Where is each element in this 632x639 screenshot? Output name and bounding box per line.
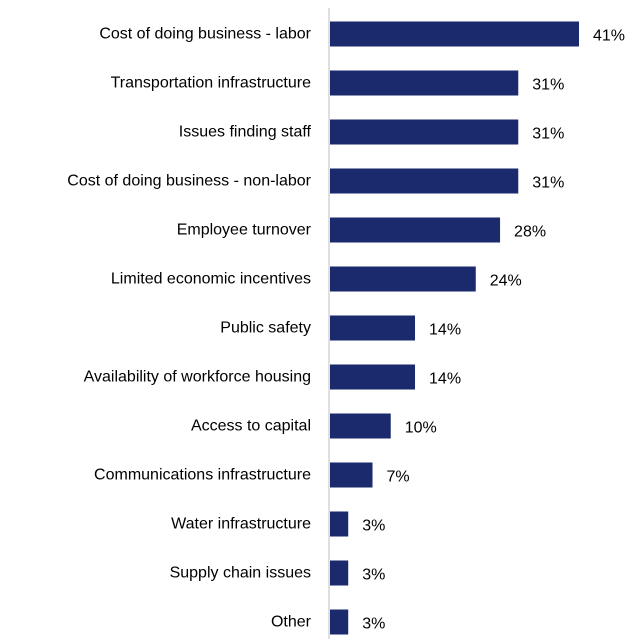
value-label: 31%	[532, 175, 564, 192]
category-label: Cost of doing business - non-labor	[67, 173, 311, 190]
value-label: 14%	[429, 371, 461, 388]
category-label: Availability of workforce housing	[84, 369, 311, 386]
value-label: 28%	[514, 224, 546, 241]
category-label: Communications infrastructure	[94, 467, 311, 484]
category-label: Other	[271, 614, 312, 631]
value-label: 7%	[387, 469, 410, 486]
value-label: 3%	[362, 518, 385, 535]
bar-5	[330, 266, 476, 292]
category-label: Issues finding staff	[179, 124, 312, 141]
bar-11	[330, 560, 349, 586]
bar-8	[330, 413, 391, 439]
bars-layer	[330, 21, 579, 635]
value-label: 31%	[532, 126, 564, 143]
value-label: 3%	[362, 616, 385, 633]
value-label: 41%	[593, 28, 625, 45]
category-label: Water infrastructure	[171, 516, 311, 533]
category-label: Supply chain issues	[170, 565, 311, 582]
category-label: Cost of doing business - labor	[99, 26, 311, 43]
bar-1	[330, 70, 519, 96]
bar-6	[330, 315, 416, 341]
bar-3	[330, 168, 519, 194]
bar-12	[330, 609, 349, 635]
bar-10	[330, 511, 349, 537]
bar-9	[330, 462, 373, 488]
bar-0	[330, 21, 579, 47]
value-label: 31%	[532, 77, 564, 94]
category-label: Employee turnover	[177, 222, 312, 239]
labels-layer: Cost of doing business - labor 41% Transpo…	[67, 26, 625, 633]
value-label: 3%	[362, 567, 385, 584]
category-label: Access to capital	[191, 418, 311, 435]
bar-2	[330, 119, 519, 145]
value-label: 14%	[429, 322, 461, 339]
value-label: 10%	[405, 420, 437, 437]
category-label: Public safety	[220, 320, 311, 337]
category-label: Limited economic incentives	[111, 271, 311, 288]
bar-7	[330, 364, 416, 390]
value-label: 24%	[490, 273, 522, 290]
category-label: Transportation infrastructure	[111, 75, 311, 92]
bar-4	[330, 217, 501, 243]
